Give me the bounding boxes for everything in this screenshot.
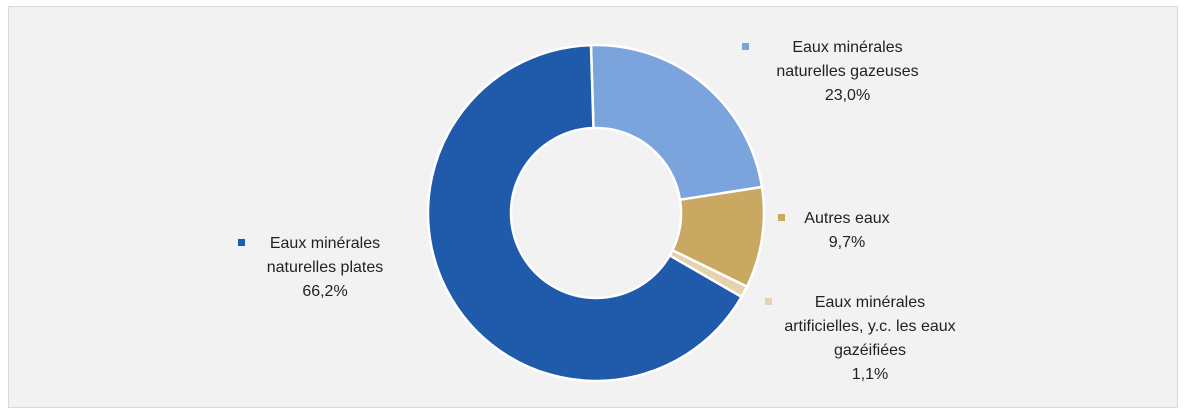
category-label: Eaux minérales naturelles plates [266, 235, 384, 276]
legend-marker [778, 214, 785, 221]
value-label: 9,7% [828, 234, 866, 251]
slice-label: Eaux minérales naturelles plates 66,2% [238, 232, 410, 304]
donut-slice [589, 43, 764, 202]
category-label: Autres eaux [804, 210, 890, 227]
donut-slice [426, 43, 744, 383]
legend-marker [742, 43, 749, 50]
slice-label: Autres eaux 9,7% [778, 207, 912, 255]
legend-marker [765, 298, 772, 305]
slice-label: Eaux minérales naturelles gazeuses 23,0% [742, 36, 930, 108]
category-label: Eaux minérales artificielles, y.c. les e… [784, 294, 956, 359]
category-label: Eaux minérales naturelles gazeuses [776, 39, 919, 80]
value-label: 23,0% [824, 87, 871, 104]
value-label: 1,1% [851, 366, 889, 383]
slice-label: Eaux minérales artificielles, y.c. les e… [765, 291, 975, 387]
value-label: 66,2% [302, 283, 348, 300]
legend-marker [238, 239, 245, 246]
